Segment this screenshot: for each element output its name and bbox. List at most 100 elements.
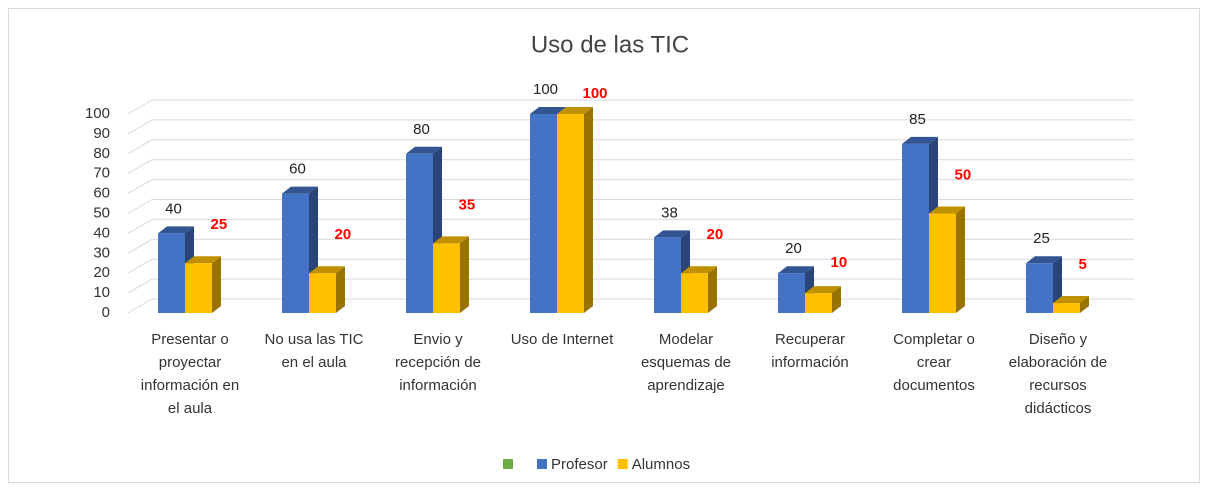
bar — [309, 273, 336, 313]
y-tick-label: 100 — [85, 105, 110, 122]
x-tick-label: Envio y recepción de información — [395, 331, 481, 394]
bar-top — [158, 226, 194, 234]
grid-line-side — [127, 218, 153, 234]
x-tick-line: información — [771, 354, 849, 371]
x-tick-line: didácticos — [1025, 400, 1092, 417]
x-tick-label: Diseño y elaboración de recursos didácticos — [1009, 331, 1107, 417]
bar — [406, 153, 433, 313]
bar-top — [530, 107, 566, 114]
legend-label: Alumnos — [632, 456, 690, 473]
y-tick-label: 10 — [93, 284, 110, 301]
bar-top — [406, 146, 442, 154]
grid-line-side — [127, 298, 153, 314]
x-tick-line: información en — [141, 377, 239, 394]
x-tick-line: Uso de Internet — [511, 331, 614, 348]
bar-top — [557, 107, 593, 114]
x-tick-line: documentos — [893, 377, 975, 394]
bar-side — [956, 206, 965, 313]
bar — [778, 273, 805, 313]
data-label: 100 — [583, 85, 608, 102]
data-label: 20 — [707, 226, 724, 243]
x-tick-line: recursos — [1029, 377, 1087, 394]
bar-side — [212, 256, 221, 313]
x-tick-line: información — [399, 377, 477, 394]
bar-top — [282, 186, 318, 194]
x-tick-line: esquemas de — [641, 354, 731, 371]
bar-side — [1080, 296, 1089, 313]
bar-top — [929, 206, 965, 214]
bar — [185, 263, 212, 313]
bar-side — [708, 266, 717, 313]
grid-line-side — [127, 159, 153, 175]
x-tick-label: No usa las TIC en el aula — [265, 331, 364, 371]
x-tick-label: Recuperar información — [771, 331, 849, 371]
x-tick-line: elaboración de — [1009, 354, 1107, 371]
grid-line-side — [127, 119, 153, 135]
y-tick-label: 90 — [93, 125, 110, 142]
x-tick-line: crear — [917, 354, 951, 371]
bar — [1026, 263, 1053, 313]
x-tick-line: Recuperar — [775, 331, 845, 348]
x-tick-line: proyectar — [159, 354, 222, 371]
x-tick-line: aprendizaje — [647, 377, 725, 394]
bar-side — [460, 236, 469, 313]
data-label: 20 — [335, 226, 352, 243]
y-tick-label: 60 — [93, 185, 110, 202]
bar-top — [681, 266, 717, 274]
grid-line-side — [127, 99, 153, 115]
bar — [530, 114, 557, 313]
y-tick-label: 80 — [93, 145, 110, 162]
x-tick-line: Envio y — [413, 331, 463, 348]
bar-top — [185, 256, 221, 264]
data-label: 25 — [1033, 230, 1050, 247]
data-label: 5 — [1079, 256, 1087, 273]
bar — [1053, 303, 1080, 313]
bar — [929, 213, 956, 313]
bar-side — [584, 107, 593, 313]
bar — [805, 293, 832, 313]
grid-line-side — [127, 278, 153, 294]
bar — [433, 243, 460, 313]
y-tick-label: 40 — [93, 224, 110, 241]
bar-top — [1026, 256, 1062, 264]
data-label: 40 — [165, 200, 182, 217]
x-tick-line: Diseño y — [1029, 331, 1088, 348]
data-label: 35 — [459, 196, 476, 213]
x-tick-line: recepción de — [395, 354, 481, 371]
grid-line-side — [127, 258, 153, 274]
bar-top — [654, 230, 690, 238]
bar-top — [309, 266, 345, 274]
bar-side — [832, 286, 841, 313]
data-label: 80 — [413, 121, 430, 138]
y-tick-label: 50 — [93, 204, 110, 221]
data-label: 50 — [955, 166, 972, 183]
bar — [158, 233, 185, 313]
x-tick-line: en el aula — [281, 354, 347, 371]
x-tick-line: Modelar — [659, 331, 713, 348]
legend-swatch — [503, 459, 513, 469]
x-tick-label: Presentar o proyectar información en el aul… — [141, 331, 239, 417]
data-label: 10 — [831, 254, 848, 271]
bar — [654, 237, 681, 313]
data-label: 100 — [533, 81, 558, 98]
legend-swatch — [537, 459, 547, 469]
bar — [282, 193, 309, 313]
bar — [681, 273, 708, 313]
bar-top — [902, 136, 938, 144]
legend-swatch — [617, 459, 628, 469]
bar-top — [778, 266, 814, 274]
chart-frame — [8, 8, 1200, 483]
bar-top — [1053, 296, 1089, 304]
data-label: 85 — [909, 111, 926, 128]
bar — [902, 143, 929, 313]
x-tick-line: No usa las TIC — [265, 331, 364, 348]
data-label: 25 — [211, 216, 228, 233]
data-label: 20 — [785, 240, 802, 257]
x-tick-line: Completar o — [893, 331, 975, 348]
x-tick-line: Presentar o — [151, 331, 229, 348]
x-tick-line: el aula — [168, 400, 213, 417]
x-tick-label: Modelar esquemas de aprendizaje — [641, 331, 731, 394]
y-tick-label: 20 — [93, 264, 110, 281]
y-tick-label: 30 — [93, 244, 110, 261]
x-tick-label: Uso de Internet — [511, 331, 614, 348]
